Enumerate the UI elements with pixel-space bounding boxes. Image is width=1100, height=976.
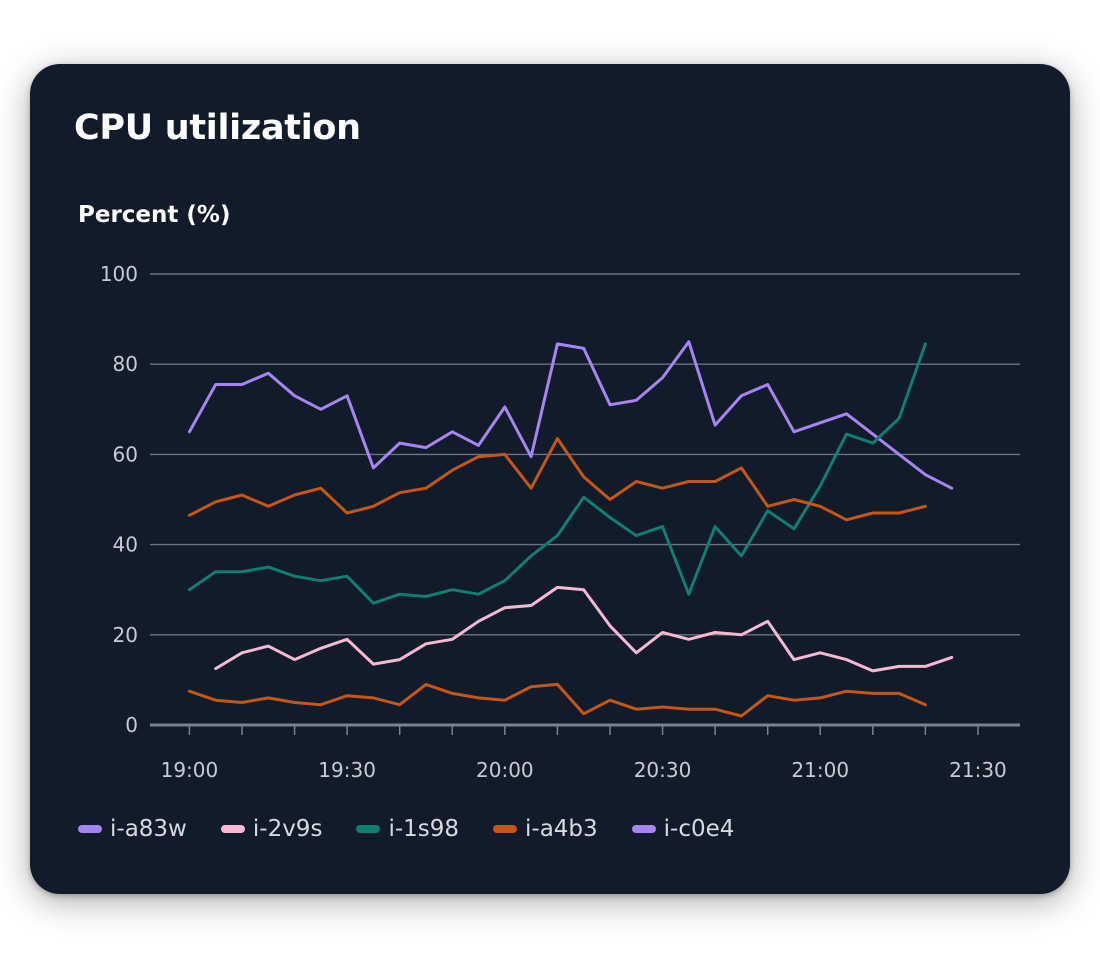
legend-swatch (356, 825, 381, 833)
x-tick-label: 19:30 (318, 758, 376, 782)
y-tick-label: 20 (113, 623, 138, 647)
x-tick-label: 21:00 (791, 758, 849, 782)
legend-swatch (631, 825, 656, 833)
legend-item-i-1s98[interactable]: i-1s98 (356, 816, 459, 842)
series-line-i-a4b3[interactable] (187, 437, 927, 522)
series-lines (187, 340, 954, 718)
legend-swatch (220, 825, 245, 833)
line-chart: 0 20 40 60 80 100 19:00 19:30 20:00 20:30 21:00 21:… (100, 262, 1020, 782)
legend-item-i-2v9s[interactable]: i-2v9s (220, 816, 323, 842)
legend-swatch (493, 825, 518, 833)
x-tick-label: 20:30 (634, 758, 692, 782)
x-tick-label: 21:30 (949, 758, 1007, 782)
y-tick-label: 40 (113, 533, 138, 557)
legend-swatch (78, 825, 102, 833)
series-line-i-2v9s[interactable] (214, 585, 954, 673)
grid-lines (150, 273, 1020, 636)
legend-label: i-1s98 (388, 816, 460, 842)
series-line-i-a83w[interactable] (187, 340, 954, 490)
axes: 0 20 40 60 80 100 19:00 19:30 20:00 20:30 21:00 21:… (100, 262, 1020, 782)
legend-item-i-a4b3[interactable]: i-a4b3 (493, 816, 598, 842)
y-tick-label: 60 (113, 442, 138, 466)
legend-label: i-a83w (110, 816, 187, 842)
legend-label: i-c0e4 (663, 816, 735, 842)
legend-item-i-a83w[interactable]: i-a83w (78, 816, 187, 842)
series-line-i-1s98[interactable] (187, 342, 927, 605)
series-line-i-c0e4[interactable] (187, 682, 927, 718)
legend-label: i-2v9s (252, 816, 323, 842)
x-tick-label: 19:00 (161, 758, 219, 782)
cpu-utilization-widget: CPU utilization Percent (%) 0 20 40 60 80 100… (30, 64, 1070, 894)
y-tick-label: 100 (100, 262, 138, 286)
y-tick-label: 0 (125, 713, 138, 737)
legend-item-i-c0e4[interactable]: i-c0e4 (631, 816, 735, 842)
legend-label: i-a4b3 (525, 816, 598, 842)
chart-legend: i-a83w i-2v9s i-1s98 i-a4b3 i-c0e4 (78, 816, 734, 842)
y-axis-title: Percent (%) (78, 202, 231, 228)
y-tick-label: 80 (113, 352, 138, 376)
widget-title: CPU utilization (74, 108, 361, 148)
x-tick-label: 20:00 (476, 758, 534, 782)
